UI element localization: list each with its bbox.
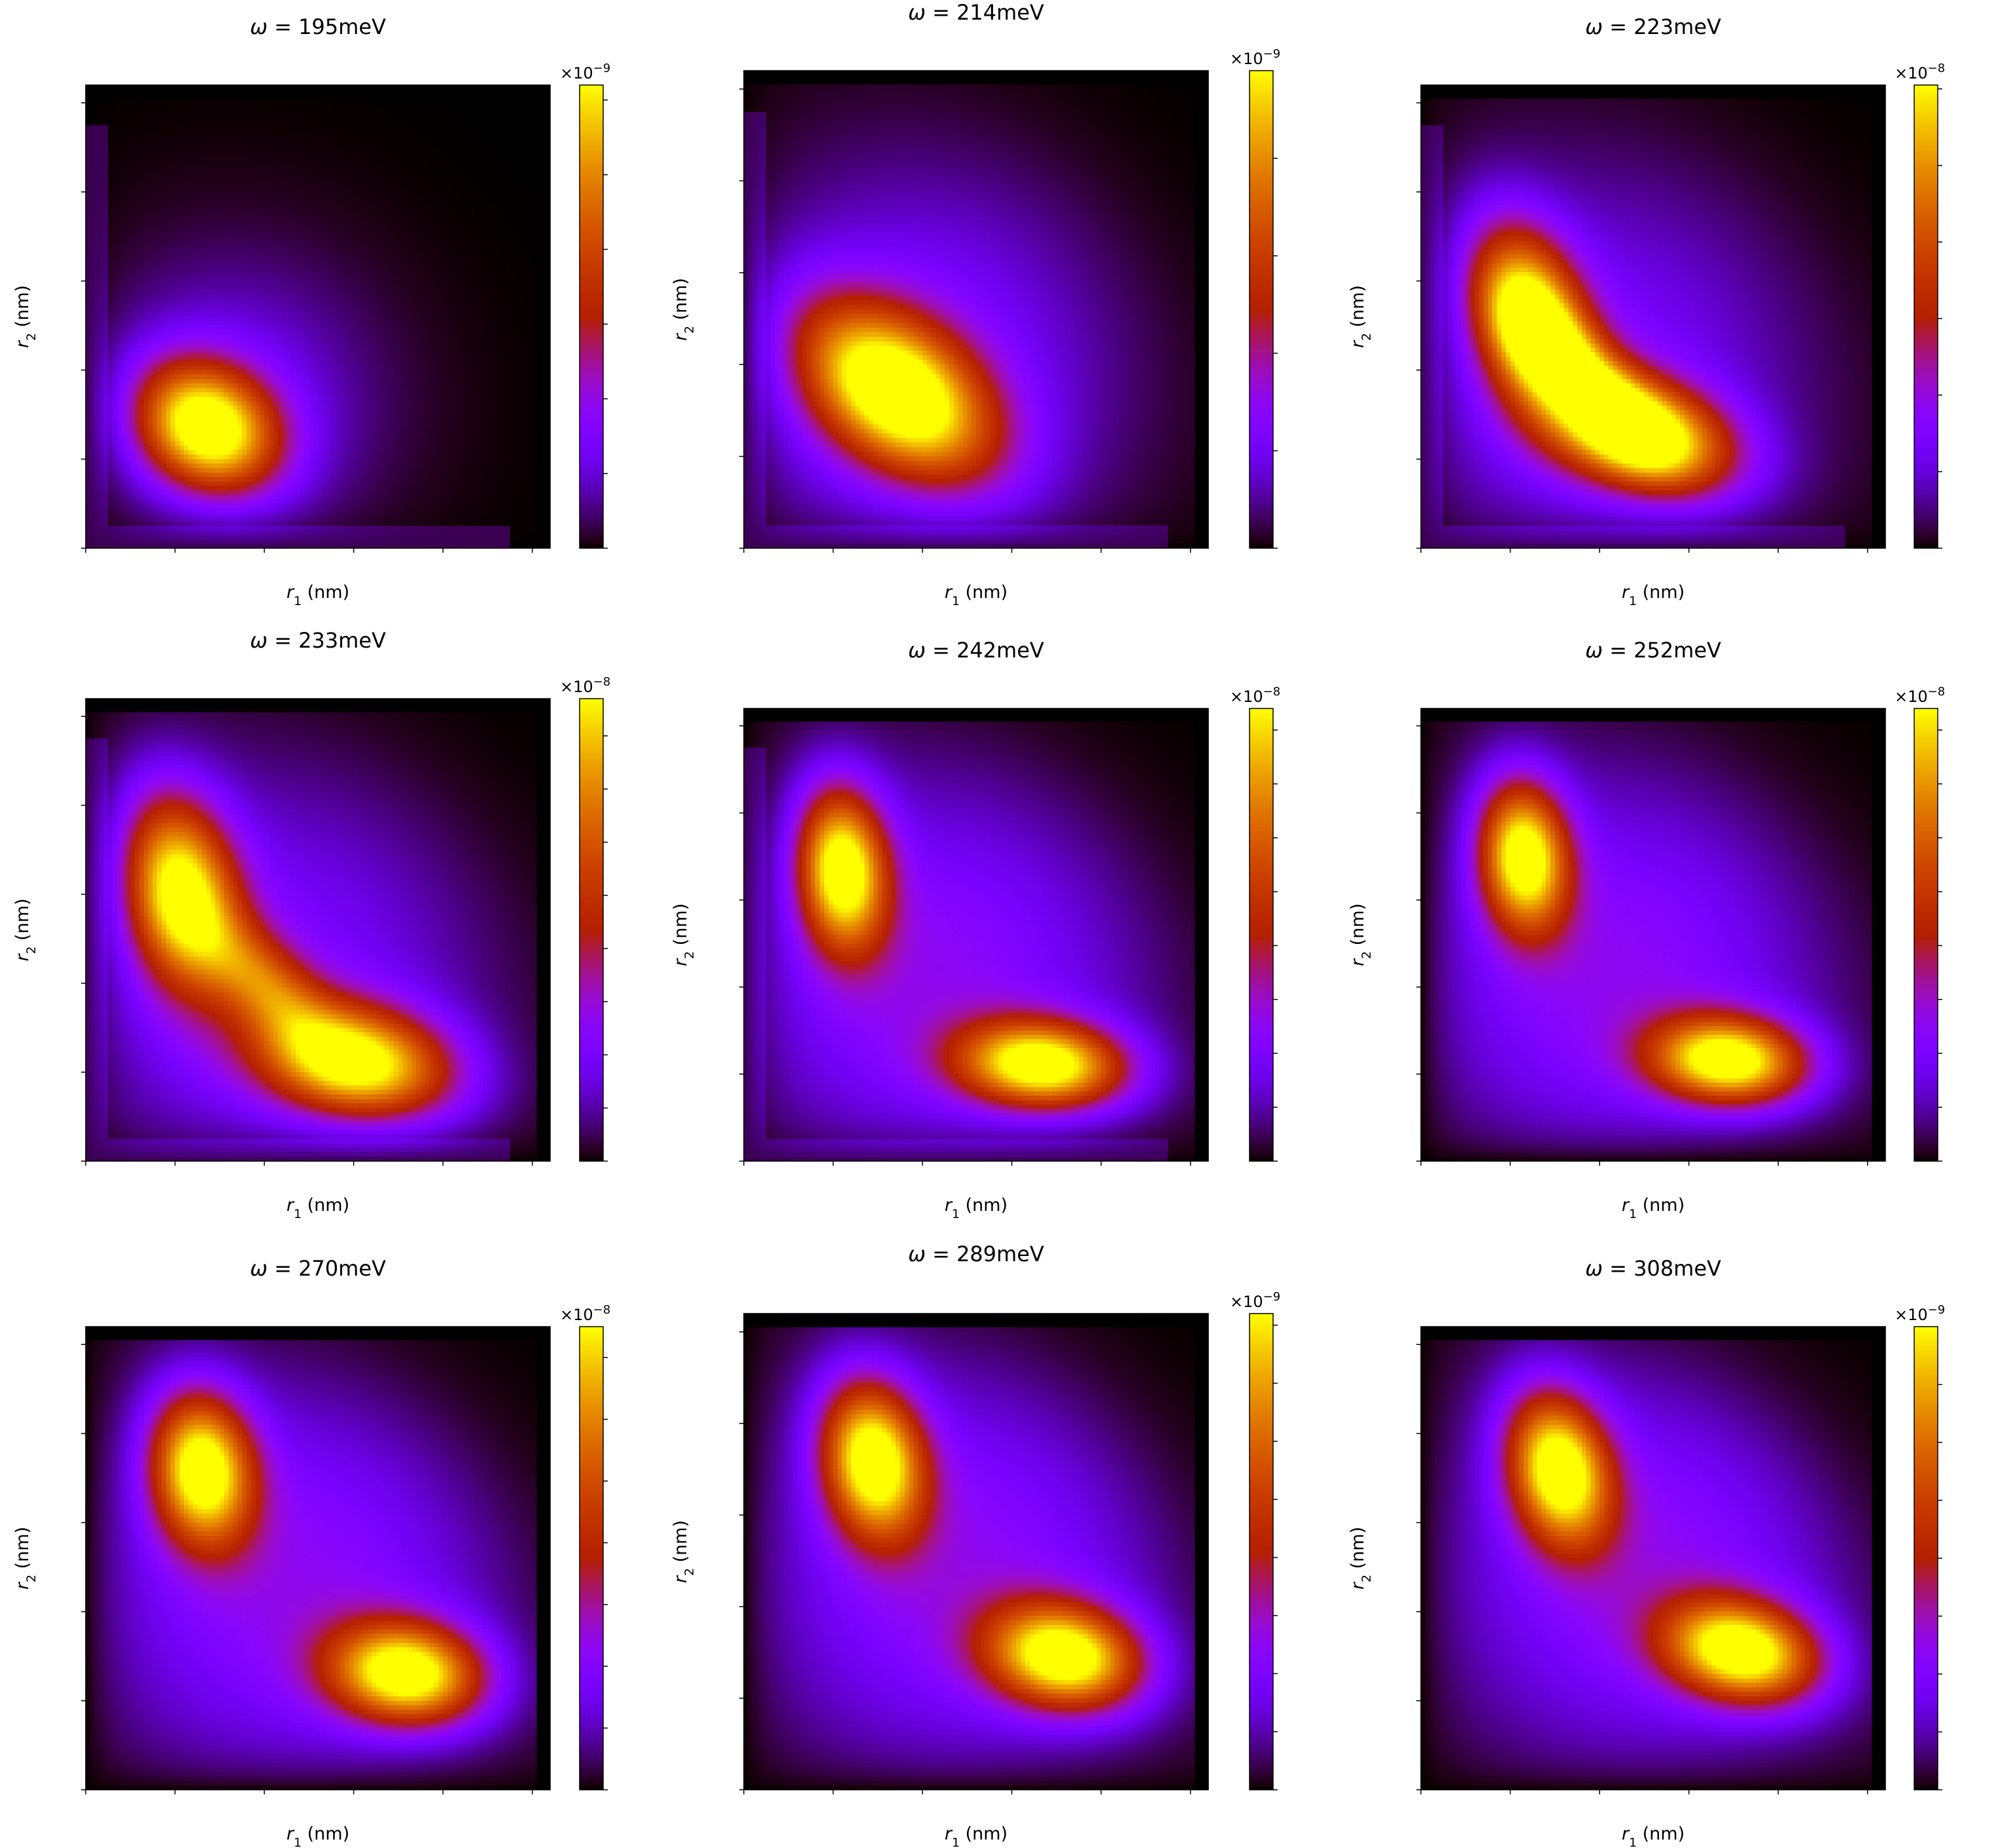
heatmap-image [86,1327,550,1790]
heatmap-panel: ω = 252meV r1 (nm) r2 (nm) ×10−8 [1348,638,1945,1221]
colorbar-multiplier: ×10−8 [560,1303,610,1325]
colorbar-frame [1249,1313,1274,1790]
colorbar-multiplier: ×10−8 [560,675,610,697]
x-axis-label: r1 (nm) [287,1195,349,1221]
panel-title: ω = 195meV [250,14,386,39]
x-axis-label: r1 (nm) [945,1195,1007,1221]
panel-title: ω = 214meV [908,0,1044,25]
colorbar-multiplier: ×10−8 [1895,61,1945,83]
heatmap-panel: ω = 214meV r1 (nm) r2 (nm) ×10−9 [671,0,1280,608]
plot-frame [1420,84,1886,549]
y-axis-label: r2 (nm) [671,903,697,966]
heatmap-image [744,1314,1208,1790]
y-axis-label: r2 (nm) [1348,1527,1374,1590]
heatmap-image [1421,1327,1885,1790]
heatmap-panel: ω = 270meV r1 (nm) r2 (nm) ×10−8 [12,1256,610,1848]
plot-frame [85,84,551,549]
colorbar-frame [1914,708,1938,1162]
heatmap-image [1421,708,1885,1161]
heatmap-panel: ω = 242meV r1 (nm) r2 (nm) ×10−8 [671,638,1280,1221]
colorbar-frame [1249,708,1274,1162]
plot-frame [743,70,1209,549]
y-axis-label: r2 (nm) [1348,285,1374,348]
colorbar-frame [1249,70,1274,549]
panel-title: ω = 233meV [250,628,386,653]
colorbar-multiplier: ×10−9 [1895,1303,1945,1325]
heatmap-image [744,71,1208,548]
heatmap-panel: ω = 223meV r1 (nm) r2 (nm) ×10−8 [1348,14,1945,608]
colorbar-gradient [1250,708,1273,1161]
plot-frame [743,1313,1209,1790]
y-axis-label: r2 (nm) [12,1527,39,1590]
panel-title: ω = 270meV [250,1256,386,1281]
colorbar-frame [1914,84,1938,549]
panel-title: ω = 242meV [908,638,1044,663]
colorbar-gradient [1914,708,1938,1161]
colorbar-gradient [580,85,603,548]
colorbar-frame [579,698,604,1162]
y-axis-label: r2 (nm) [671,278,697,341]
panel-title: ω = 223meV [1585,14,1721,39]
colorbar-gradient [580,1327,603,1790]
x-axis-label: r1 (nm) [945,582,1007,608]
heatmap-image [1421,85,1885,548]
colorbar-multiplier: ×10−8 [1230,685,1280,706]
heatmap-image [744,708,1208,1161]
plot-frame [1420,708,1886,1162]
colorbar-gradient [1250,71,1273,548]
x-axis-label: r1 (nm) [945,1824,1007,1848]
panel-title: ω = 308meV [1585,1256,1721,1281]
heatmap-panel: ω = 308meV r1 (nm) r2 (nm) ×10−9 [1348,1256,1945,1848]
colorbar-gradient [1914,85,1938,548]
plot-frame [743,708,1209,1162]
x-axis-label: r1 (nm) [287,582,349,608]
colorbar-frame [579,84,604,549]
colorbar-multiplier: ×10−8 [1895,685,1945,706]
colorbar-multiplier: ×10−9 [1230,47,1280,69]
colorbar-gradient [1250,1314,1273,1790]
plot-frame [85,698,551,1162]
heatmap-image [86,699,550,1161]
plot-frame [85,1326,551,1790]
heatmap-panel: ω = 289meV r1 (nm) r2 (nm) ×10−9 [671,1242,1280,1848]
x-axis-label: r1 (nm) [1622,1195,1685,1221]
y-axis-label: r2 (nm) [671,1520,697,1583]
y-axis-label: r2 (nm) [12,898,39,961]
y-axis-label: r2 (nm) [1348,903,1374,966]
x-axis-label: r1 (nm) [287,1824,349,1848]
heatmap-panel: ω = 233meV r1 (nm) r2 (nm) ×10−8 [12,628,610,1221]
colorbar-multiplier: ×10−9 [1230,1290,1280,1312]
panel-title: ω = 289meV [908,1242,1044,1266]
heatmap-image [86,85,550,548]
colorbar-gradient [580,699,603,1161]
heatmap-panel: ω = 195meV r1 (nm) r2 (nm) ×10−9 [12,14,610,608]
panel-title: ω = 252meV [1585,638,1721,663]
plot-frame [1420,1326,1886,1790]
y-axis-label: r2 (nm) [12,285,39,348]
colorbar-multiplier: ×10−9 [560,61,610,83]
colorbar-frame [579,1326,604,1790]
colorbar-gradient [1914,1327,1938,1790]
x-axis-label: r1 (nm) [1622,582,1685,608]
x-axis-label: r1 (nm) [1622,1824,1685,1848]
